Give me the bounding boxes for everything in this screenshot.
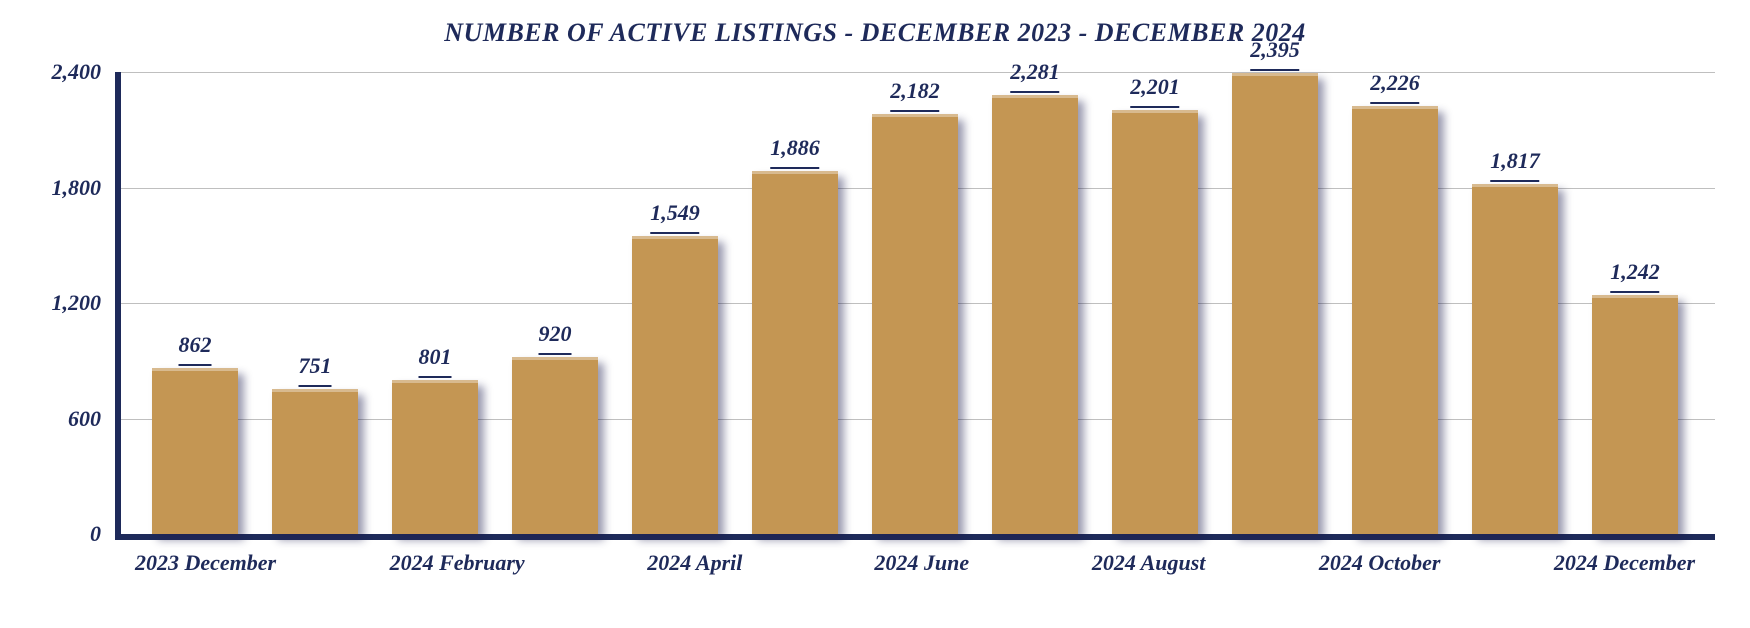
bar-slot: 751 bbox=[255, 72, 375, 534]
bar-value-label: 2,201 bbox=[1130, 74, 1180, 108]
bar-slot: 920 bbox=[495, 72, 615, 534]
bar-value-label: 751 bbox=[298, 353, 331, 387]
bar-value-label: 862 bbox=[178, 332, 211, 366]
bar-value-label: 2,182 bbox=[890, 78, 940, 112]
bar: 2,226 bbox=[1352, 106, 1438, 535]
bar: 1,817 bbox=[1472, 184, 1558, 534]
x-tick-label bbox=[1440, 550, 1553, 576]
x-tick-label bbox=[752, 550, 865, 576]
bar-value-label: 801 bbox=[418, 344, 451, 378]
bar-value-label: 1,886 bbox=[770, 135, 820, 169]
x-tick-label bbox=[276, 550, 389, 576]
bar-slot: 801 bbox=[375, 72, 495, 534]
bar-value-label: 1,549 bbox=[650, 200, 700, 234]
x-tick-label: 2024 June bbox=[865, 550, 978, 576]
bar: 920 bbox=[512, 357, 598, 534]
x-tick-label: 2024 April bbox=[638, 550, 751, 576]
x-tick-label: 2024 February bbox=[390, 550, 525, 576]
y-tick-label: 2,400 bbox=[52, 59, 116, 85]
bar: 2,395 bbox=[1232, 73, 1318, 534]
bar-slot: 2,226 bbox=[1335, 72, 1455, 534]
bar-value-label: 1,242 bbox=[1610, 259, 1660, 293]
bar: 1,886 bbox=[752, 171, 838, 534]
x-tick-label: 2024 October bbox=[1319, 550, 1441, 576]
x-tick-label bbox=[978, 550, 1091, 576]
x-tick-label bbox=[525, 550, 638, 576]
bar-slot: 1,549 bbox=[615, 72, 735, 534]
bar: 801 bbox=[392, 380, 478, 534]
bar: 2,281 bbox=[992, 95, 1078, 534]
chart-title: NUMBER OF ACTIVE LISTINGS - DECEMBER 202… bbox=[0, 18, 1750, 48]
bar-value-label: 2,395 bbox=[1250, 37, 1300, 71]
bar-slot: 2,182 bbox=[855, 72, 975, 534]
bar-value-label: 2,226 bbox=[1370, 70, 1420, 104]
bar: 2,182 bbox=[872, 114, 958, 534]
y-tick-label: 600 bbox=[68, 406, 115, 432]
bar-slot: 2,395 bbox=[1215, 72, 1335, 534]
bar: 1,242 bbox=[1592, 295, 1678, 534]
bar-slot: 2,281 bbox=[975, 72, 1095, 534]
bar-slot: 1,886 bbox=[735, 72, 855, 534]
bar-slot: 1,817 bbox=[1455, 72, 1575, 534]
bar-value-label: 1,817 bbox=[1490, 148, 1540, 182]
active-listings-chart: NUMBER OF ACTIVE LISTINGS - DECEMBER 202… bbox=[0, 0, 1750, 628]
bar-value-label: 920 bbox=[538, 321, 571, 355]
bar: 751 bbox=[272, 389, 358, 534]
y-tick-label: 0 bbox=[90, 521, 115, 547]
bar: 1,549 bbox=[632, 236, 718, 534]
bar-slot: 2,201 bbox=[1095, 72, 1215, 534]
y-tick-label: 1,800 bbox=[52, 175, 116, 201]
bar-slot: 1,242 bbox=[1575, 72, 1695, 534]
bar-slot: 862 bbox=[135, 72, 255, 534]
x-axis-labels: 2023 December 2024 February 2024 April 2024… bbox=[115, 540, 1715, 576]
bar: 862 bbox=[152, 368, 238, 534]
bar-value-label: 2,281 bbox=[1010, 59, 1060, 93]
bar: 2,201 bbox=[1112, 110, 1198, 534]
x-tick-label bbox=[1205, 550, 1318, 576]
plot-area: 862 751 801 920 1,549 1,886 2,182 2,281 2,201 2,3… bbox=[115, 72, 1715, 540]
bars-container: 862 751 801 920 1,549 1,886 2,182 2,281 2,201 2,3… bbox=[115, 72, 1715, 534]
y-tick-label: 1,200 bbox=[52, 290, 116, 316]
x-tick-label: 2024 August bbox=[1092, 550, 1206, 576]
x-tick-label: 2023 December bbox=[135, 550, 276, 576]
x-tick-label: 2024 December bbox=[1554, 550, 1695, 576]
